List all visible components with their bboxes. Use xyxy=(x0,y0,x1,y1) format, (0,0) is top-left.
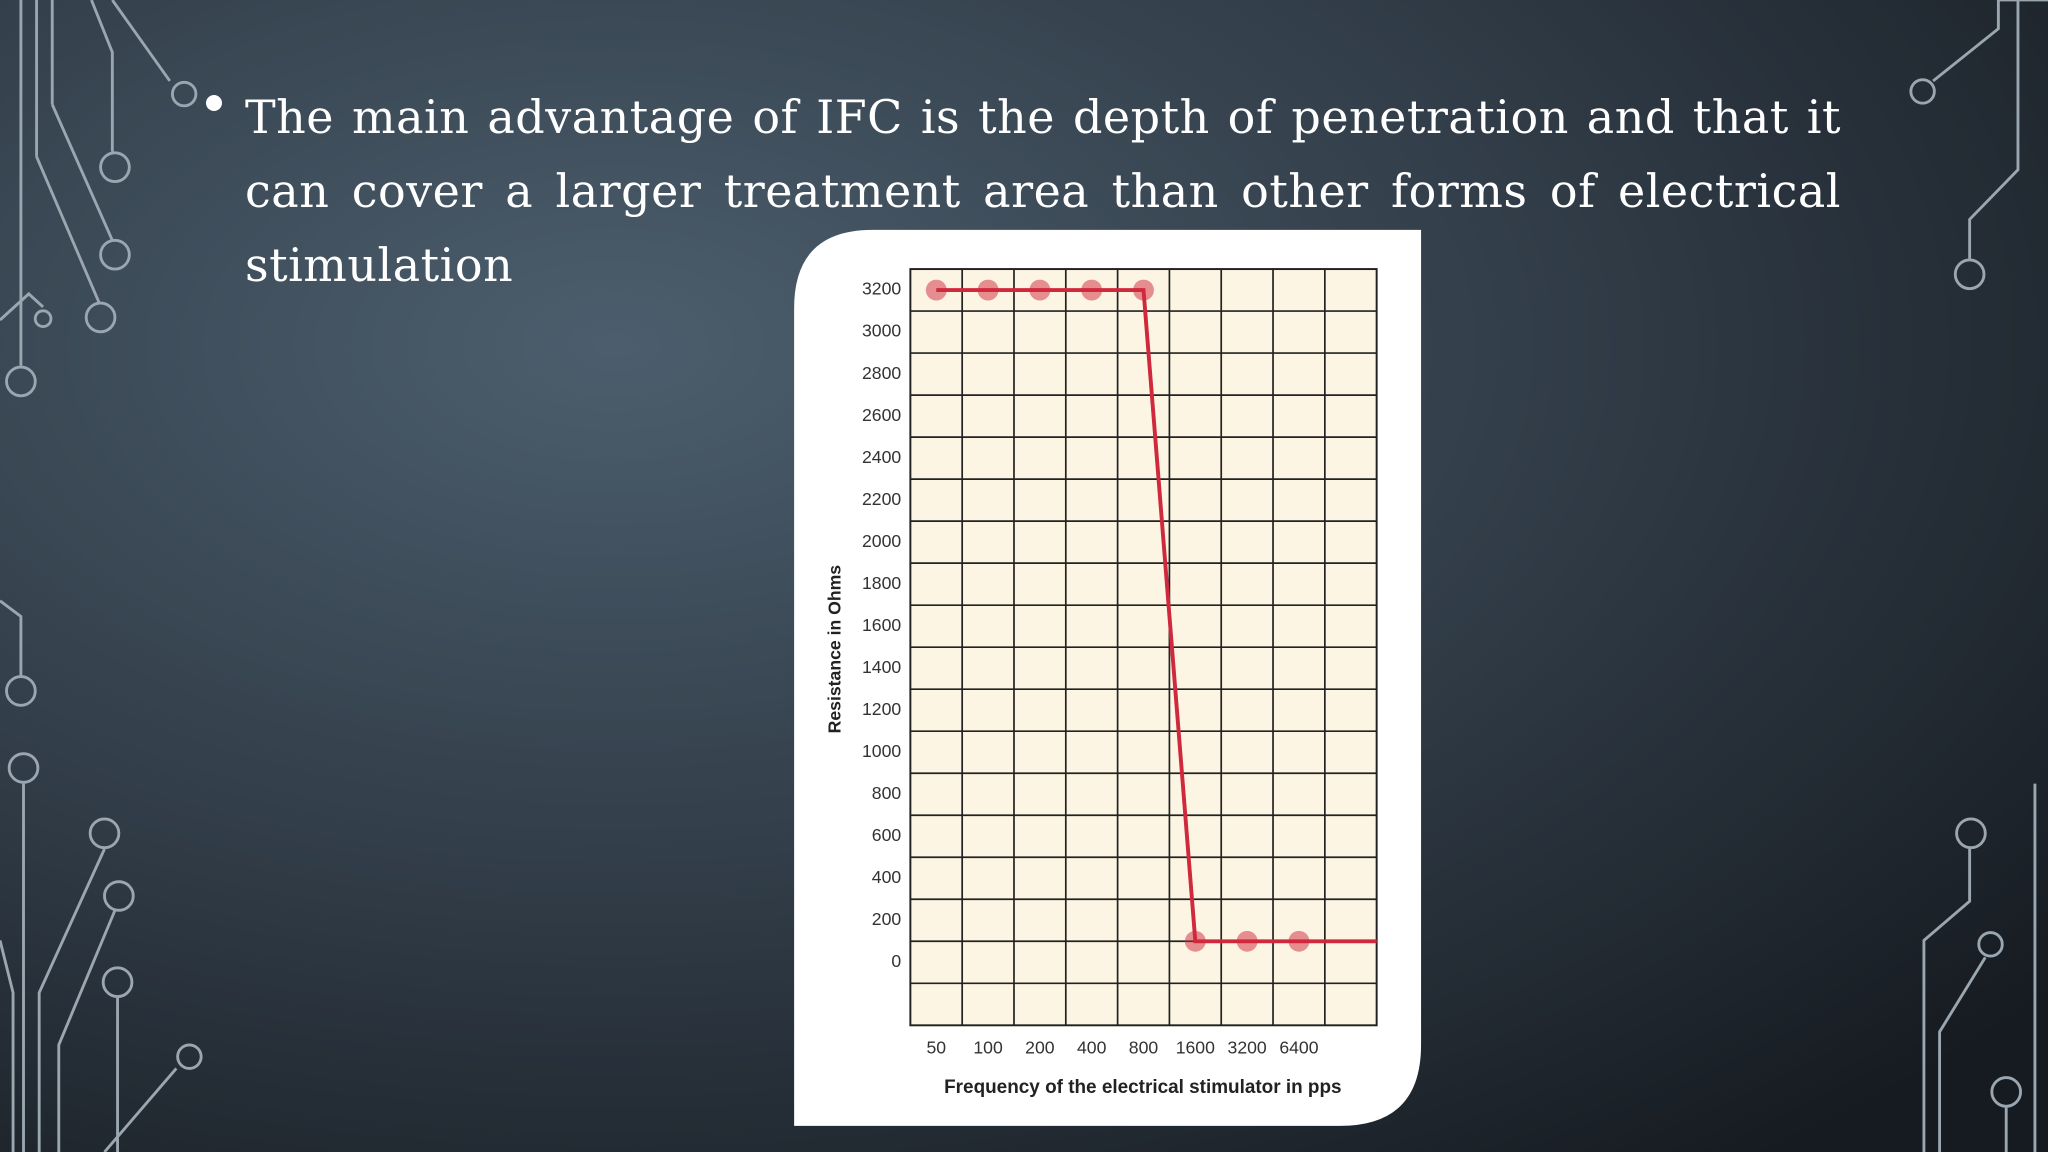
y-tick-label: 2800 xyxy=(862,363,901,383)
data-point xyxy=(1288,930,1310,952)
x-tick-label: 100 xyxy=(973,1037,1003,1057)
y-tick-label: 200 xyxy=(872,909,902,929)
y-tick-label: 2200 xyxy=(862,489,901,509)
data-point xyxy=(925,279,947,301)
y-tick-label: 1400 xyxy=(862,657,901,677)
y-tick-label: 2600 xyxy=(862,405,901,425)
y-tick-label: 400 xyxy=(872,867,902,887)
y-tick-label: 3000 xyxy=(862,321,901,341)
y-tick-label: 1000 xyxy=(862,741,901,761)
y-tick-label: 1200 xyxy=(862,699,901,719)
x-tick-label: 6400 xyxy=(1279,1037,1318,1057)
x-tick-label: 3200 xyxy=(1228,1037,1267,1057)
x-tick-label: 800 xyxy=(1129,1037,1159,1057)
y-tick-label: 1800 xyxy=(862,573,901,593)
data-point xyxy=(1133,279,1154,301)
y-tick-label: 2400 xyxy=(862,447,901,467)
data-point xyxy=(977,279,999,301)
data-point xyxy=(1029,279,1051,301)
x-axis-label: Frequency of the electrical stimulator i… xyxy=(944,1077,1341,1098)
y-axis-label: Resistance in Ohms xyxy=(825,565,845,734)
y-tick-label: 600 xyxy=(872,825,902,845)
data-point xyxy=(1236,930,1258,952)
y-tick-label: 0 xyxy=(891,951,901,971)
bullet-text: The main advantage of IFC is the depth o… xyxy=(245,90,1841,292)
data-point xyxy=(1081,279,1103,301)
y-tick-label: 2000 xyxy=(862,531,901,551)
x-tick-label: 200 xyxy=(1025,1037,1055,1057)
y-tick-label: 3200 xyxy=(862,279,901,299)
data-point xyxy=(1184,930,1206,952)
x-tick-label: 50 xyxy=(926,1037,946,1057)
x-tick-label: 400 xyxy=(1077,1037,1107,1057)
bullet-marker xyxy=(206,95,222,111)
x-tick-label: 1600 xyxy=(1176,1037,1215,1057)
y-tick-label: 1600 xyxy=(862,615,901,635)
y-tick-label: 800 xyxy=(872,783,902,803)
